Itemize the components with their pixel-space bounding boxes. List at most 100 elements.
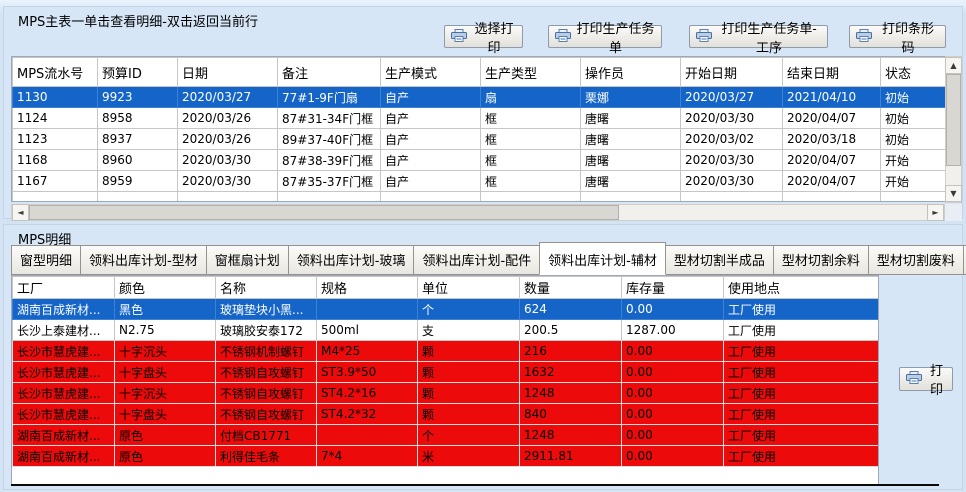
table-cell[interactable]: 支 xyxy=(417,319,520,341)
column-header[interactable]: 预算ID xyxy=(97,57,178,87)
table-cell[interactable]: 0.00 xyxy=(621,424,724,446)
table-row[interactable]: 长沙上泰建材... N2.75 玻璃胶安泰172 500ml 支 200.5 1287.00… xyxy=(12,319,878,341)
table-row[interactable]: 长沙市慧虎建... 十字沉头 不锈钢自攻螺钉 ST4.2*16 颗 1248 0.00 工厂使… xyxy=(12,382,878,404)
column-header[interactable]: 数量 xyxy=(519,276,622,299)
table-row[interactable]: 湖南百成新材... 原色 利得佳毛条 7*4 米 2911.81 0.00 工厂使用 xyxy=(12,445,878,467)
table-cell[interactable]: 2020/03/27 xyxy=(680,86,783,108)
table-cell[interactable]: 框 xyxy=(480,107,581,129)
table-cell[interactable]: 框 xyxy=(480,149,581,171)
table-cell[interactable]: 624 xyxy=(519,298,622,320)
table-cell[interactable] xyxy=(316,424,418,446)
table-cell[interactable]: 利得佳毛条 xyxy=(215,445,317,467)
table-row[interactable]: 湖南百成新材... 黑色 玻璃垫块小黑... 个 624 0.00 工厂使用 xyxy=(12,298,878,320)
scroll-down-icon[interactable]: ▼ xyxy=(945,185,962,202)
table-cell[interactable]: 1168 xyxy=(12,149,98,171)
table-cell[interactable]: 自产 xyxy=(380,149,481,171)
table-cell[interactable]: 2020/03/30 xyxy=(177,149,278,171)
table-cell[interactable]: 2020/03/26 xyxy=(177,107,278,129)
table-cell[interactable]: 原色 xyxy=(114,424,216,446)
table-cell[interactable]: 77#1-9F门扇 xyxy=(277,86,381,108)
table-cell[interactable]: 8937 xyxy=(97,128,178,150)
column-header[interactable]: 备注 xyxy=(277,57,381,87)
detail-tab-0[interactable]: 窗型明细 xyxy=(11,245,82,275)
table-cell[interactable]: 1167 xyxy=(12,170,98,192)
table-cell[interactable]: 2911.81 xyxy=(519,445,622,467)
detail-tab-2[interactable]: 窗框扇计划 xyxy=(205,245,289,275)
table-cell[interactable]: 8959 xyxy=(97,170,178,192)
table-cell[interactable]: 2020/04/07 xyxy=(782,107,881,129)
table-cell[interactable]: 2020/03/30 xyxy=(680,149,783,171)
table-cell[interactable]: 2020/03/27 xyxy=(177,86,278,108)
table-cell[interactable]: 2020/03/30 xyxy=(680,170,783,192)
column-header[interactable]: 生产模式 xyxy=(380,57,481,87)
table-cell[interactable]: 框 xyxy=(480,170,581,192)
table-cell[interactable]: 十字沉头 xyxy=(114,340,216,362)
detail-tab-3[interactable]: 领料出库计划-玻璃 xyxy=(287,245,415,275)
table-cell[interactable]: 初始 xyxy=(880,86,945,108)
table-cell[interactable]: 1123 xyxy=(12,128,98,150)
table-cell[interactable]: 湖南百成新材... xyxy=(12,298,115,320)
table-cell[interactable]: 1632 xyxy=(519,361,622,383)
table-cell[interactable]: 0.00 xyxy=(621,382,724,404)
print-task-process-button[interactable]: 打印生产任务单-工序 xyxy=(689,21,828,55)
table-cell[interactable]: 工厂使用 xyxy=(723,445,878,467)
table-cell[interactable]: 840 xyxy=(519,403,622,425)
table-cell[interactable]: 唐曙 xyxy=(580,149,681,171)
table-cell[interactable]: 9923 xyxy=(97,86,178,108)
table-cell[interactable]: 2020/04/07 xyxy=(782,170,881,192)
print-task-button[interactable]: 打印生产任务单 xyxy=(548,21,662,55)
table-row[interactable]: 长沙市慧虎建... 十字沉头 不锈钢机制螺钉 M4*25 颗 216 0.00 工厂使用 xyxy=(12,340,878,362)
table-cell[interactable]: 2020/03/30 xyxy=(680,107,783,129)
scroll-up-icon[interactable]: ▲ xyxy=(945,57,962,74)
table-cell[interactable]: 湖南百成新材... xyxy=(12,424,115,446)
table-cell[interactable]: 初始 xyxy=(880,107,945,129)
table-cell[interactable]: 个 xyxy=(417,298,520,320)
table-cell[interactable]: 自产 xyxy=(380,107,481,129)
table-cell[interactable]: 1248 xyxy=(519,382,622,404)
table-row[interactable]: 1124 8958 2020/03/26 87#31-34F门框 自产框唐曙 2020/0… xyxy=(12,107,945,129)
table-row[interactable]: 1168 8960 2020/03/30 87#38-39F门框 自产框唐曙 2020/0… xyxy=(12,149,945,171)
column-header[interactable]: 状态 xyxy=(880,57,945,87)
table-cell[interactable]: 87#35-37F门框 xyxy=(277,170,381,192)
table-cell[interactable]: M4*25 xyxy=(316,340,418,362)
table-cell[interactable]: 十字盘头 xyxy=(114,403,216,425)
table-cell[interactable]: 自产 xyxy=(380,86,481,108)
detail-tab-6[interactable]: 型材切割半成品 xyxy=(664,245,774,275)
print-barcode-button[interactable]: 打印条形码 xyxy=(849,21,946,55)
table-cell[interactable]: 付档CB1771 xyxy=(215,424,317,446)
table-row[interactable]: 长沙市慧虎建... 十字盘头 不锈钢自攻螺钉 ST4.2*32 颗 840 0.00 工厂使用 xyxy=(12,403,878,425)
table-cell[interactable]: 工厂使用 xyxy=(723,424,878,446)
detail-print-button[interactable]: 打印 xyxy=(899,363,953,397)
table-cell[interactable]: 7*4 xyxy=(316,445,418,467)
table-cell[interactable]: 2020/03/18 xyxy=(782,128,881,150)
table-cell[interactable]: 工厂使用 xyxy=(723,361,878,383)
table-cell[interactable]: 8960 xyxy=(97,149,178,171)
table-cell[interactable]: 2020/03/02 xyxy=(680,128,783,150)
table-row[interactable]: 湖南百成新材... 原色 付档CB1771 个 1248 0.00 工厂使用 xyxy=(12,424,878,446)
table-cell[interactable]: 不锈钢自攻螺钉 xyxy=(215,361,317,383)
table-cell[interactable]: 87#38-39F门框 xyxy=(277,149,381,171)
table-cell[interactable]: ST3.9*50 xyxy=(316,361,418,383)
table-cell[interactable]: 颗 xyxy=(417,382,520,404)
table-cell[interactable]: 开始 xyxy=(880,149,945,171)
table-cell[interactable]: 0.00 xyxy=(621,445,724,467)
table-row[interactable]: 1123 8937 2020/03/26 89#37-40F门框 自产框唐曙 2020/0… xyxy=(12,128,945,150)
table-cell[interactable]: 长沙市慧虎建... xyxy=(12,382,115,404)
detail-tab-7[interactable]: 型材切割余料 xyxy=(772,245,869,275)
table-cell[interactable]: 开始 xyxy=(880,170,945,192)
table-cell[interactable]: 2021/04/10 xyxy=(782,86,881,108)
table-cell[interactable]: 工厂使用 xyxy=(723,403,878,425)
table-cell[interactable]: 1287.00 xyxy=(621,319,724,341)
hscroll-thumb[interactable] xyxy=(29,205,619,220)
column-header[interactable]: 单位 xyxy=(417,276,520,299)
table-cell[interactable]: 0.00 xyxy=(621,361,724,383)
table-cell[interactable]: 扇 xyxy=(480,86,581,108)
table-row[interactable]: 1130 9923 2020/03/27 77#1-9F门扇 自产扇栗娜 2020/03/… xyxy=(12,86,945,108)
detail-tab-4[interactable]: 领料出库计划-配件 xyxy=(413,245,541,275)
detail-tab-9[interactable]: 工序 xyxy=(962,245,966,275)
table-cell[interactable]: 玻璃垫块小黑... xyxy=(215,298,317,320)
table-cell[interactable]: 2020/04/07 xyxy=(782,149,881,171)
column-header[interactable]: 生产类型 xyxy=(480,57,581,87)
table-cell[interactable]: 500ml xyxy=(316,319,418,341)
table-cell[interactable]: 0.00 xyxy=(621,298,724,320)
